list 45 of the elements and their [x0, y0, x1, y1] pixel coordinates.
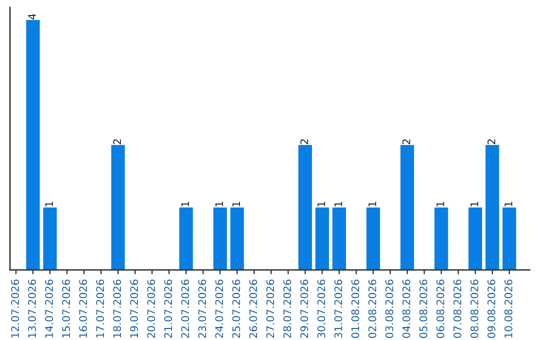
x-tick-label: 19.07.2026 [130, 280, 138, 338]
x-tick-label: 21.07.2026 [164, 280, 172, 338]
x-tick-label: 14.07.2026 [45, 280, 53, 338]
data-label: 2 [113, 139, 121, 144]
data-label: 1 [504, 202, 512, 206]
x-tick-label: 22.07.2026 [181, 280, 190, 338]
x-tick-label: 27.07.2026 [266, 280, 274, 338]
x-tick-label: 13.07.2026 [28, 280, 36, 338]
data-label: 1 [334, 202, 342, 206]
x-tick-label: 01.08.2026 [351, 280, 360, 338]
data-label: 2 [402, 139, 410, 144]
x-tick-label: 15.07.2026 [62, 280, 70, 338]
x-tick-label: 16.07.2026 [79, 280, 88, 338]
x-tick-label: 04.08.2026 [402, 280, 410, 338]
data-label: 2 [487, 139, 496, 144]
x-tick-label: 10.08.2026 [504, 280, 512, 338]
x-tick-label: 17.07.2026 [96, 280, 104, 338]
data-label: 1 [317, 202, 326, 206]
x-tick-label: 08.08.2026 [470, 280, 478, 338]
x-tick-label: 12.07.2026 [11, 280, 19, 338]
x-tick-label: 03.08.2026 [385, 280, 394, 338]
x-tick-label: 05.08.2026 [419, 280, 428, 338]
x-tick-label: 28.07.2026 [283, 280, 292, 338]
x-tick-label: 20.07.2026 [147, 280, 156, 338]
data-label: 1 [232, 202, 240, 206]
x-tick-label: 26.07.2026 [249, 280, 258, 338]
x-tick-label: 23.07.2026 [198, 280, 206, 338]
data-label: 4 [28, 14, 36, 20]
x-tick-label: 09.08.2026 [487, 280, 496, 338]
x-tick-label: 02.08.2026 [368, 280, 376, 338]
x-tick-label: 29.07.2026 [300, 280, 308, 338]
data-label: 1 [215, 202, 223, 206]
data-label: 1 [368, 202, 376, 206]
x-tick-label: 24.07.2026 [215, 280, 224, 338]
x-tick-label: 18.07.2026 [113, 280, 122, 338]
data-label: 1 [436, 202, 444, 206]
x-tick-label: 25.07.2026 [232, 280, 240, 338]
x-tick-label: 31.07.2026 [334, 280, 342, 338]
x-tick-label: 07.08.2026 [453, 280, 462, 338]
data-label: 2 [300, 139, 308, 144]
data-label: 1 [181, 202, 189, 206]
data-label: 1 [470, 202, 478, 206]
x-tick-label: 30.07.2026 [317, 280, 326, 338]
x-tick-label: 06.08.2026 [436, 280, 444, 338]
data-label: 1 [45, 202, 53, 206]
